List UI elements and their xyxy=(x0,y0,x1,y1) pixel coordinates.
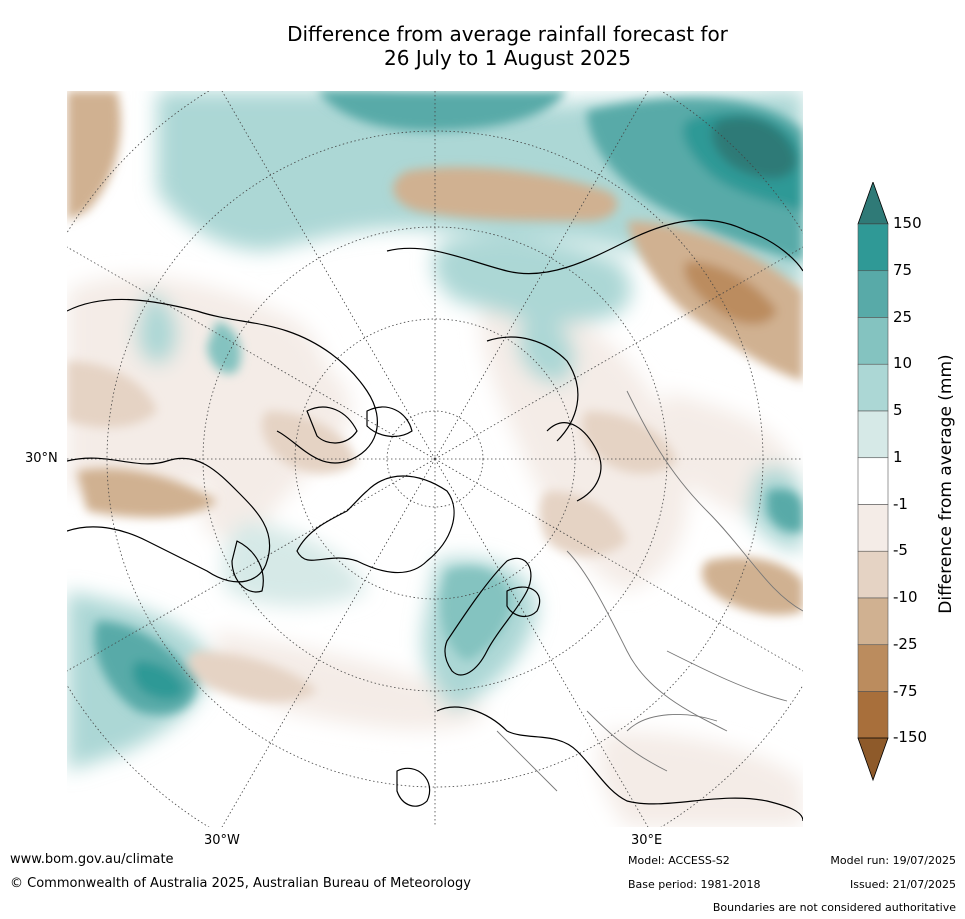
colorbar-tick-label: 75 xyxy=(893,260,913,279)
colorbar-tick-label: -5 xyxy=(893,541,908,560)
colorbar-extend-max xyxy=(857,182,889,225)
title-line-1: Difference from average rainfall forecas… xyxy=(287,22,728,46)
colorbar-tick-label: -150 xyxy=(893,728,928,747)
colorbar-tick-label: 5 xyxy=(893,401,903,419)
footer-issued: Issued: 21/07/2025 xyxy=(849,878,956,891)
colorbar-segment xyxy=(857,363,889,412)
colorbar-tick-label: -10 xyxy=(893,588,918,606)
colorbar-label: Difference from average (mm) xyxy=(936,354,956,614)
footer-copyright: © Commonwealth of Australia 2025, Austra… xyxy=(10,876,471,891)
colorbar-tick-label: 1 xyxy=(893,447,903,466)
colorbar-segment xyxy=(857,457,889,505)
colorbar-segment xyxy=(857,223,889,272)
forecast-map xyxy=(67,91,803,827)
colorbar-tick-label: 10 xyxy=(893,354,913,373)
colorbar-segment xyxy=(857,550,889,599)
colorbar-segment xyxy=(857,597,889,646)
colorbar-tick-label: -25 xyxy=(893,634,918,653)
footer-model: Model: ACCESS-S2 xyxy=(628,854,730,867)
lon-label-30w: 30°W xyxy=(204,833,240,848)
colorbar-extend-min xyxy=(857,737,889,782)
graticule xyxy=(67,91,803,827)
title-line-2: 26 July to 1 August 2025 xyxy=(384,46,631,70)
coastlines xyxy=(67,219,803,822)
colorbar-tick-label: -75 xyxy=(893,681,918,700)
map-title: Difference from average rainfall forecas… xyxy=(0,22,965,70)
colorbar-tick-label: 150 xyxy=(893,214,922,232)
colorbar-segments xyxy=(857,223,889,739)
footer-model-run: Model run: 19/07/2025 xyxy=(830,854,956,867)
footer-website: www.bom.gov.au/climate xyxy=(10,852,174,867)
colorbar-tick-label: -1 xyxy=(893,494,908,513)
colorbar-tick-label: 25 xyxy=(893,307,913,326)
colorbar-segment xyxy=(857,410,889,459)
colorbar xyxy=(857,182,889,782)
rainfall-anomaly-field xyxy=(67,91,803,827)
map-svg xyxy=(67,91,803,827)
footer-base-period: Base period: 1981-2018 xyxy=(628,878,761,891)
footer-disclaimer: Boundaries are not considered authoritat… xyxy=(712,901,956,914)
colorbar-segment xyxy=(857,504,889,552)
colorbar-segment xyxy=(857,270,889,318)
colorbar-segment xyxy=(857,644,889,692)
lat-label-30n: 30°N xyxy=(25,451,58,466)
colorbar-segment xyxy=(857,691,889,739)
colorbar-segment xyxy=(857,317,889,365)
country-borders xyxy=(496,390,803,792)
lon-label-30e: 30°E xyxy=(631,833,663,848)
